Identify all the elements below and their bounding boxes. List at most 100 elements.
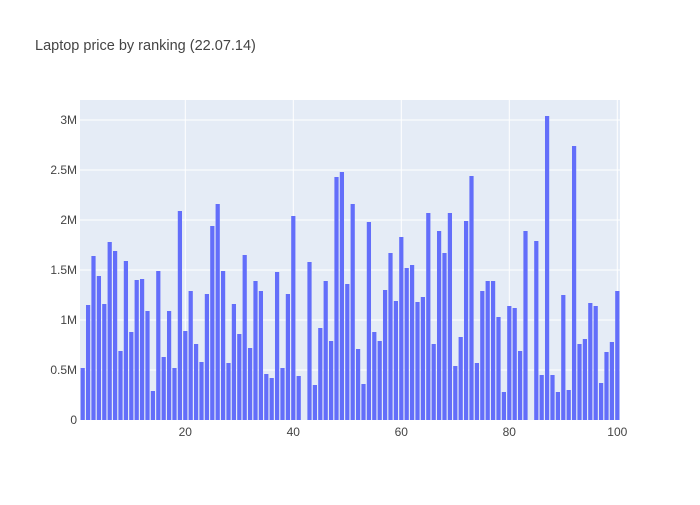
bar[interactable] <box>323 281 328 420</box>
bar[interactable] <box>193 344 199 420</box>
bar[interactable] <box>598 383 604 420</box>
bar[interactable] <box>404 268 409 420</box>
bar[interactable] <box>96 276 102 420</box>
bar[interactable] <box>183 331 188 420</box>
bar[interactable] <box>312 385 318 420</box>
bar[interactable] <box>507 306 512 420</box>
bar[interactable] <box>166 311 172 420</box>
bar[interactable] <box>226 363 231 420</box>
bar[interactable] <box>431 344 436 420</box>
bar[interactable] <box>496 317 501 420</box>
bar[interactable] <box>544 116 550 420</box>
bar[interactable] <box>339 172 345 420</box>
bar[interactable] <box>372 332 377 420</box>
bar[interactable] <box>426 213 431 420</box>
bar[interactable] <box>269 378 274 420</box>
bar[interactable] <box>474 363 480 420</box>
bar[interactable] <box>129 332 134 420</box>
bar[interactable] <box>318 328 323 420</box>
bar[interactable] <box>447 213 453 420</box>
bar[interactable] <box>80 368 85 420</box>
bar[interactable] <box>409 265 415 420</box>
y-tick-label: 2M <box>60 213 77 227</box>
bar[interactable] <box>85 305 91 420</box>
bar[interactable] <box>172 368 177 420</box>
bar[interactable] <box>442 253 447 420</box>
bar[interactable] <box>188 291 193 420</box>
bar[interactable] <box>107 242 112 420</box>
bar[interactable] <box>210 226 215 420</box>
bar[interactable] <box>366 222 372 420</box>
bar[interactable] <box>382 290 388 420</box>
bar[interactable] <box>156 271 161 420</box>
bar[interactable] <box>609 342 615 420</box>
bar[interactable] <box>490 281 496 420</box>
bar[interactable] <box>550 375 555 420</box>
bar[interactable] <box>199 362 204 420</box>
bar[interactable] <box>485 281 490 420</box>
bar[interactable] <box>220 271 226 420</box>
bar[interactable] <box>285 294 291 420</box>
bar[interactable] <box>512 308 517 420</box>
bar[interactable] <box>593 306 598 420</box>
bar[interactable] <box>345 284 350 420</box>
bar[interactable] <box>247 348 253 420</box>
bar[interactable] <box>577 344 582 420</box>
bar[interactable] <box>420 297 426 420</box>
bar[interactable] <box>334 177 339 420</box>
bar[interactable] <box>517 351 523 420</box>
bar[interactable] <box>388 253 393 420</box>
bar[interactable] <box>469 176 474 420</box>
bar[interactable] <box>453 366 458 420</box>
bar[interactable] <box>555 392 561 420</box>
bar[interactable] <box>253 281 258 420</box>
bar[interactable] <box>582 339 588 420</box>
bar[interactable] <box>539 375 544 420</box>
bar[interactable] <box>355 349 361 420</box>
bar[interactable] <box>377 341 382 420</box>
bar[interactable] <box>139 279 145 420</box>
bar[interactable] <box>604 352 609 420</box>
bar[interactable] <box>231 304 237 420</box>
bar[interactable] <box>280 368 285 420</box>
x-tick-label: 100 <box>607 425 627 439</box>
bar[interactable] <box>123 261 129 420</box>
bar[interactable] <box>177 211 183 420</box>
bar[interactable] <box>393 301 399 420</box>
bar[interactable] <box>91 256 96 420</box>
bar[interactable] <box>296 376 301 420</box>
bar[interactable] <box>566 390 571 420</box>
bar[interactable] <box>134 280 139 420</box>
bar[interactable] <box>480 291 485 420</box>
bar[interactable] <box>463 221 469 420</box>
bar[interactable] <box>523 231 528 420</box>
bar[interactable] <box>237 334 242 420</box>
bar[interactable] <box>274 272 280 420</box>
bar[interactable] <box>615 291 620 420</box>
bar[interactable] <box>112 251 118 420</box>
bar[interactable] <box>458 337 463 420</box>
bar[interactable] <box>588 303 593 420</box>
bar[interactable] <box>291 216 296 420</box>
bar[interactable] <box>415 302 420 420</box>
bar[interactable] <box>258 291 264 420</box>
bar[interactable] <box>328 341 334 420</box>
bar[interactable] <box>534 241 539 420</box>
bar[interactable] <box>561 295 566 420</box>
bar[interactable] <box>204 294 210 420</box>
bar[interactable] <box>350 204 355 420</box>
bar[interactable] <box>571 146 577 420</box>
bar[interactable] <box>242 255 247 420</box>
bar[interactable] <box>307 262 312 420</box>
bar[interactable] <box>150 391 156 420</box>
bar[interactable] <box>145 311 150 420</box>
bar[interactable] <box>436 231 442 420</box>
bar[interactable] <box>215 204 220 420</box>
bar[interactable] <box>361 384 366 420</box>
bar[interactable] <box>501 392 507 420</box>
bar[interactable] <box>399 237 404 420</box>
bar[interactable] <box>161 357 166 420</box>
bar[interactable] <box>102 304 107 420</box>
bar[interactable] <box>118 351 123 420</box>
bar[interactable] <box>264 374 269 420</box>
